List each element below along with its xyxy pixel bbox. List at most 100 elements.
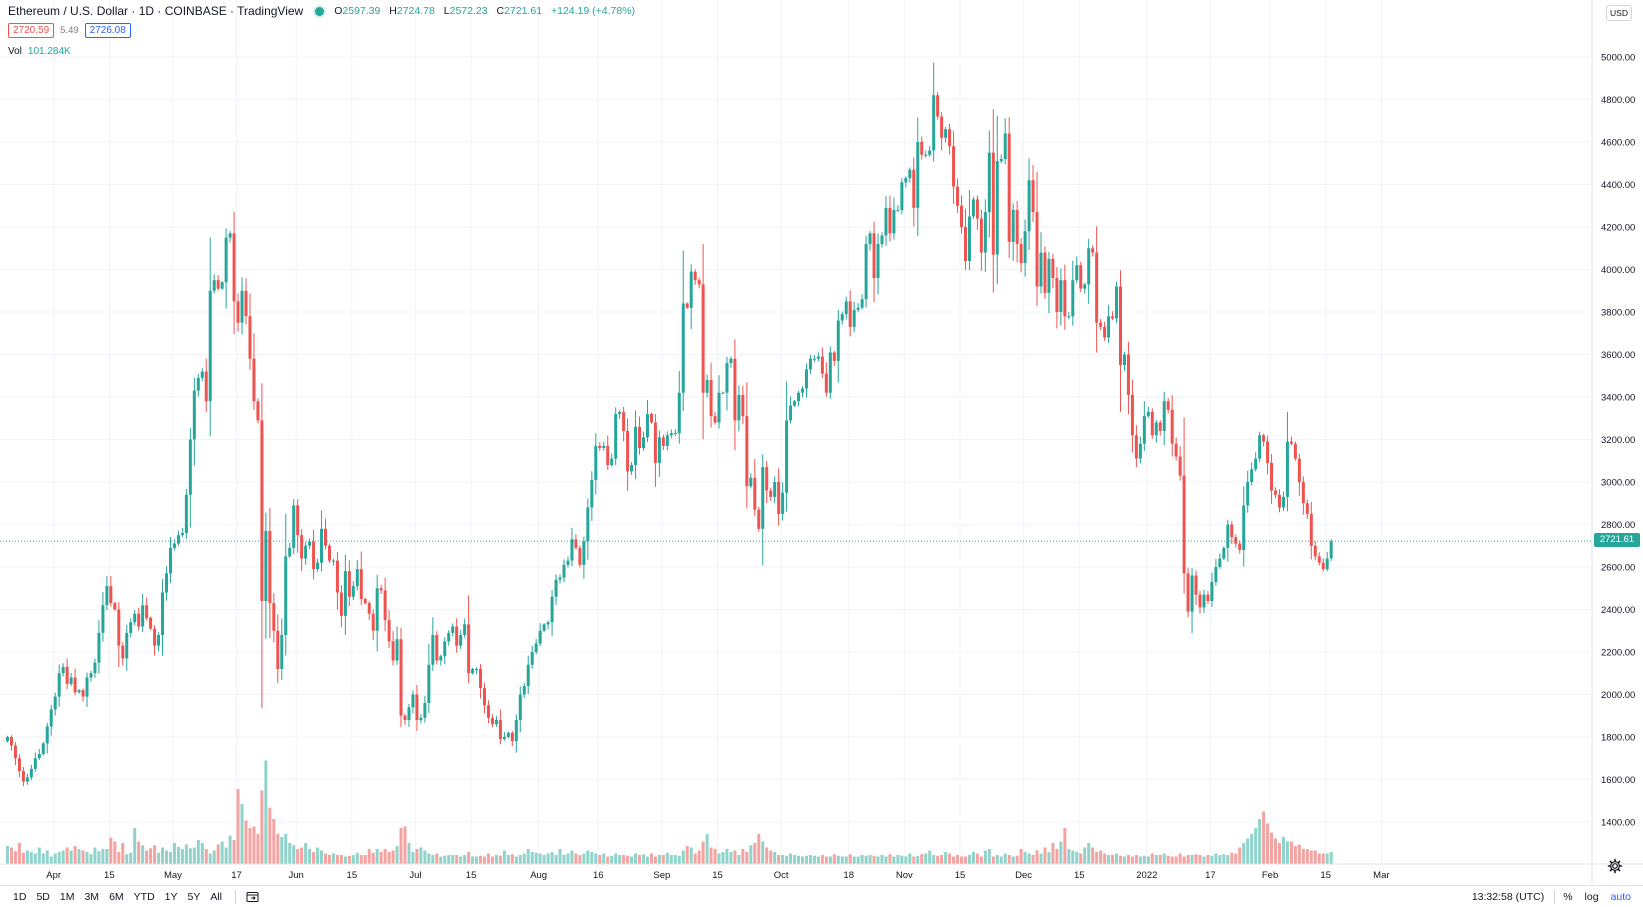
volume-bar	[407, 843, 411, 864]
range-6m-button[interactable]: 6M	[109, 890, 124, 903]
range-all-button[interactable]: All	[210, 890, 223, 903]
candle-body	[916, 142, 920, 208]
range-1d-button[interactable]: 1D	[13, 890, 27, 903]
candle-body	[622, 411, 626, 431]
candle-body	[709, 380, 713, 417]
volume-bar	[1202, 856, 1206, 864]
volume-bar	[566, 853, 570, 864]
volume-bar	[65, 847, 69, 864]
volume-bar	[729, 852, 733, 864]
auto-scale-toggle[interactable]: auto	[1610, 891, 1631, 903]
volume-bar	[149, 848, 153, 864]
candle-body	[109, 586, 113, 604]
candle-body	[320, 528, 324, 563]
chart-area[interactable]: 1400.00 1600.00 1800.00 2000.00 2200.00 2400.…	[0, 0, 1643, 885]
clock[interactable]: 13:32:58 (UTC)	[1471, 891, 1545, 903]
candle-body	[542, 624, 546, 631]
volume-bar	[638, 855, 642, 864]
range-5d-button[interactable]: 5D	[36, 890, 50, 903]
currency-button[interactable]: USD	[1606, 5, 1632, 21]
log-scale-toggle[interactable]: log	[1584, 891, 1599, 903]
bid-price-button[interactable]: 2720.59	[8, 23, 55, 38]
close-label: C	[496, 5, 505, 17]
candle-body	[729, 358, 733, 363]
candle-body	[944, 129, 948, 138]
calendar-goto-icon[interactable]	[246, 891, 260, 903]
candle-body	[534, 643, 538, 652]
price-tick-label: 1800.00	[1601, 733, 1635, 744]
candle-body	[459, 635, 463, 646]
volume-legend[interactable]: Vol 101.284K	[8, 46, 71, 57]
volume-bar	[483, 856, 486, 864]
volume-bar	[81, 850, 85, 864]
candle-body	[701, 284, 705, 393]
range-ytd-button[interactable]: YTD	[133, 890, 155, 903]
volume-bar	[1246, 838, 1250, 864]
candlestick-chart[interactable]: 1400.00 1600.00 1800.00 2000.00 2200.00 2400.…	[0, 0, 1643, 885]
gear-icon[interactable]	[1607, 858, 1623, 874]
candle-body	[1043, 252, 1047, 293]
candle-body	[196, 377, 200, 391]
candle-body	[1230, 524, 1234, 538]
range-1m-button[interactable]: 1M	[59, 890, 75, 903]
candle-body	[852, 309, 856, 327]
candle-body	[773, 482, 777, 497]
time-tick-label: May	[164, 870, 182, 881]
candle-body	[61, 666, 65, 674]
candle-body	[236, 301, 240, 323]
candle-body	[804, 369, 808, 389]
volume-bar	[145, 850, 149, 864]
candle-body	[113, 603, 117, 610]
candle-body	[200, 371, 204, 378]
candle-body	[1234, 537, 1238, 544]
candle-body	[793, 401, 797, 406]
candle-body	[498, 720, 502, 740]
candle-body	[490, 717, 494, 725]
volume-bar	[192, 847, 196, 864]
volume-bar	[236, 789, 240, 864]
range-5y-button[interactable]: 5Y	[187, 890, 201, 903]
volume-bar	[1087, 843, 1091, 864]
volume-bar	[41, 853, 45, 864]
candle-body	[1325, 558, 1329, 570]
volume-bar	[697, 850, 701, 864]
candle-body	[367, 603, 371, 614]
volume-bar	[284, 834, 288, 864]
close-value: 2721.61	[504, 5, 543, 17]
symbol-title[interactable]: Ethereum / U.S. Dollar · 1D · COINBASE ·…	[8, 4, 304, 18]
range-1y-button[interactable]: 1Y	[164, 890, 178, 903]
price-tick-label: 1600.00	[1601, 775, 1635, 786]
volume-bar	[995, 855, 999, 864]
percent-scale-toggle[interactable]: %	[1563, 891, 1573, 903]
volume-bar	[789, 853, 793, 864]
market-status-icon[interactable]	[315, 6, 325, 16]
candle-body	[789, 405, 793, 421]
volume-bar	[387, 852, 391, 864]
ohlc-values: O2597.39 H2724.78 L2572.23 C2721.61 +124…	[334, 5, 641, 17]
candle-body	[546, 622, 550, 625]
time-tick-label: 15	[712, 870, 723, 881]
candle-body	[435, 635, 439, 661]
volume-bar	[534, 852, 538, 864]
volume-bar	[590, 852, 594, 864]
time-tick-label: Aug	[530, 870, 547, 881]
range-3m-button[interactable]: 3M	[84, 890, 100, 903]
volume-bar	[316, 847, 320, 864]
candle-body	[1238, 543, 1242, 550]
volume-bar	[677, 855, 681, 864]
volume-bar	[280, 837, 284, 864]
volume-bar	[594, 853, 598, 864]
symbol-legend[interactable]: Ethereum / U.S. Dollar · 1D · COINBASE ·…	[8, 4, 641, 18]
volume-bar	[797, 855, 801, 864]
ask-price-button[interactable]: 2726.08	[84, 23, 131, 38]
candle-body	[1174, 443, 1178, 457]
volume-bar	[379, 852, 383, 864]
candle-body	[379, 588, 383, 591]
volume-bar	[793, 855, 797, 864]
volume-bar	[288, 843, 292, 864]
volume-bar	[1166, 855, 1170, 864]
volume-bar	[546, 853, 550, 864]
volume-bar	[1103, 853, 1107, 864]
volume-bar	[709, 847, 713, 864]
volume-bar	[506, 855, 510, 864]
